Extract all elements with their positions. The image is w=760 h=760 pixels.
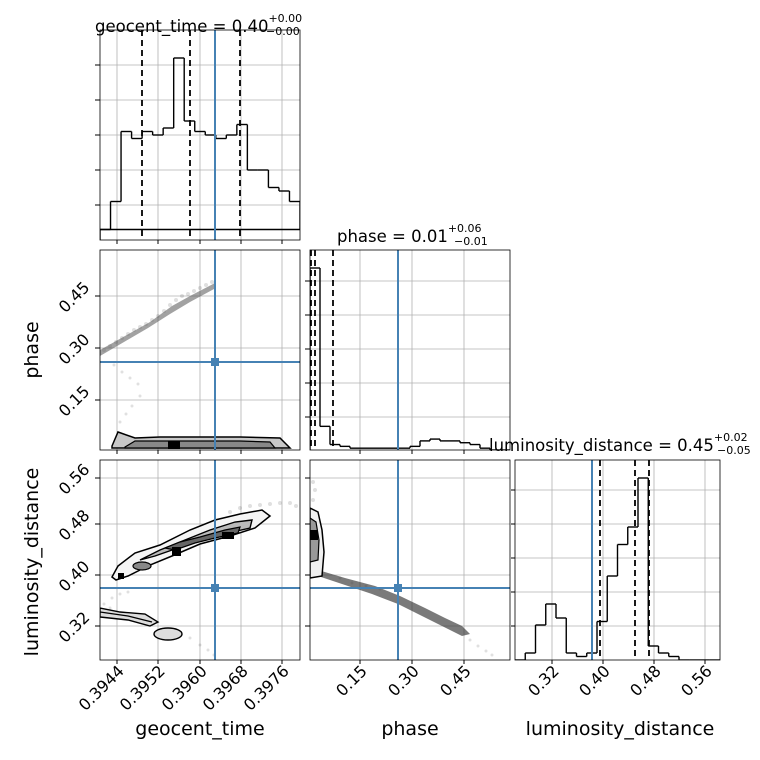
geocent-title-text: geocent_time = 0.40 [95, 17, 268, 37]
lum-y-tick-0: 0.32 [55, 608, 94, 647]
phase-quantile-lines [310, 250, 334, 450]
lum-x-tick-2: 0.48 [626, 661, 665, 700]
geocent-x-tick-4: 0.3976 [240, 661, 293, 714]
lum-vs-phase-grid [310, 460, 510, 660]
lum-geocent-peak-2 [222, 532, 234, 539]
phase-geocent-peak [168, 441, 180, 449]
phase-y-tick-1: 0.30 [55, 330, 94, 369]
geocent-hist-grid [100, 30, 300, 240]
lum-y-tick-1: 0.40 [55, 557, 94, 596]
phase-geocent-truth-marker [211, 358, 219, 366]
phase-x-tick-2: 0.45 [436, 661, 475, 700]
lum-phase-peak [310, 530, 318, 540]
lum-title-text: luminosity_distance = 0.45 [489, 436, 714, 456]
geocent-x-ticklabels: 0.3944 0.3952 0.3960 0.3968 0.3976 [75, 661, 293, 714]
phase-y-tick-0: 0.15 [55, 382, 94, 421]
lum-title-sup: +0.02 [714, 431, 748, 444]
geocent-title: geocent_time = 0.40+0.00 −0.00 [95, 12, 302, 38]
geocent-hist-bars [100, 57, 300, 240]
lum-x-tick-1: 0.40 [575, 661, 614, 700]
lum-phase-truth-marker [394, 584, 402, 592]
lum-y-ticklabels: 0.32 0.40 0.48 0.56 [55, 460, 94, 647]
lum-hist-bars [515, 477, 720, 660]
geocent-hist-ticks [95, 64, 283, 244]
y-axis-label-lum: luminosity_distance [21, 468, 43, 657]
geocent-x-tick-0: 0.3944 [75, 661, 128, 714]
lum-geocent-low-contour-2 [100, 611, 153, 623]
lum-geocent-low-blob [153, 627, 183, 641]
lum-vs-phase-frame [309, 459, 511, 661]
lum-vs-phase-ticks [305, 477, 465, 664]
lum-x-tick-3: 0.56 [677, 661, 716, 700]
x-axis-label-phase: phase [381, 718, 438, 740]
lum-vs-phase-density [310, 480, 494, 657]
lum-vs-geocent-grid [100, 460, 300, 660]
lum-geocent-low-contour [100, 607, 160, 627]
phase-hist-ticks [305, 280, 465, 454]
lum-x-tick-0: 0.32 [524, 661, 563, 700]
phase-x-tick-0: 0.15 [332, 661, 371, 700]
geocent-hist-panel: geocent_time = 0.40+0.00 −0.00 [95, 12, 302, 244]
lum-geocent-peak-3 [118, 573, 124, 579]
geocent-x-tick-3: 0.3968 [199, 661, 252, 714]
lum-vs-phase-panel: 0.15 0.30 0.45 phase [305, 459, 511, 740]
phase-vs-geocent-grid [100, 250, 300, 450]
phase-hist-panel: phase = 0.01+0.06 −0.01 [305, 222, 511, 454]
phase-hist-bars [310, 267, 510, 450]
lum-vs-geocent-panel: 0.32 0.40 0.48 0.56 luminosity_distance … [21, 459, 301, 740]
phase-x-tick-1: 0.30 [384, 661, 423, 700]
geocent-quantile-lines [141, 30, 241, 240]
geocent-x-tick-2: 0.3960 [158, 661, 211, 714]
lum-hist-ticks [511, 489, 706, 664]
lum-title-sub: −0.05 [717, 444, 751, 457]
geocent-title-sub: −0.00 [266, 25, 300, 38]
lum-vs-geocent-density [100, 501, 298, 657]
lum-hist-frame [514, 459, 721, 661]
lum-y-tick-2: 0.48 [55, 506, 94, 545]
phase-y-ticklabels: 0.15 0.30 0.45 [55, 278, 94, 421]
lum-hist-panel: luminosity_distance = 0.45+0.02 −0.05 0.3… [489, 431, 751, 740]
phase-title-text: phase = 0.01 [337, 227, 448, 246]
y-axis-label-phase: phase [21, 321, 43, 378]
phase-hist-frame [309, 249, 511, 451]
phase-vs-geocent-panel: 0.15 0.30 0.45 phase [21, 249, 301, 454]
phase-hist-grid [310, 250, 510, 450]
lum-y-tick-3: 0.56 [55, 460, 94, 499]
phase-vs-geocent-density [100, 280, 292, 449]
lum-title: luminosity_distance = 0.45+0.02 −0.05 [489, 431, 751, 457]
lum-geocent-blob [132, 561, 152, 571]
phase-title: phase = 0.01+0.06 −0.01 [337, 222, 488, 248]
lum-phase-scatter [311, 480, 494, 657]
phase-vs-geocent-ticks [95, 295, 283, 454]
x-axis-label-geocent: geocent_time [135, 718, 264, 740]
lum-vs-geocent-ticks [95, 477, 283, 664]
phase-geocent-band [100, 283, 215, 356]
geocent-title-sup: +0.00 [268, 12, 302, 25]
lum-hist-grid [515, 460, 720, 660]
lum-geocent-peak-1 [172, 547, 181, 556]
phase-title-sup: +0.06 [448, 222, 482, 235]
x-axis-label-lum: luminosity_distance [526, 718, 715, 740]
lum-geocent-truth-marker [211, 584, 219, 592]
geocent-x-tick-1: 0.3952 [116, 661, 169, 714]
lum-phase-band [318, 570, 470, 636]
lum-quantile-lines [599, 460, 650, 660]
lum-geocent-contour-inner [162, 526, 241, 551]
phase-title-sub: −0.01 [454, 235, 488, 248]
phase-x-ticklabels: 0.15 0.30 0.45 [332, 661, 475, 700]
phase-geocent-contour-mid [124, 440, 277, 449]
phase-y-tick-2: 0.45 [55, 278, 94, 317]
lum-x-ticklabels: 0.32 0.40 0.48 0.56 [524, 661, 716, 700]
lum-geocent-scatter [102, 501, 298, 657]
